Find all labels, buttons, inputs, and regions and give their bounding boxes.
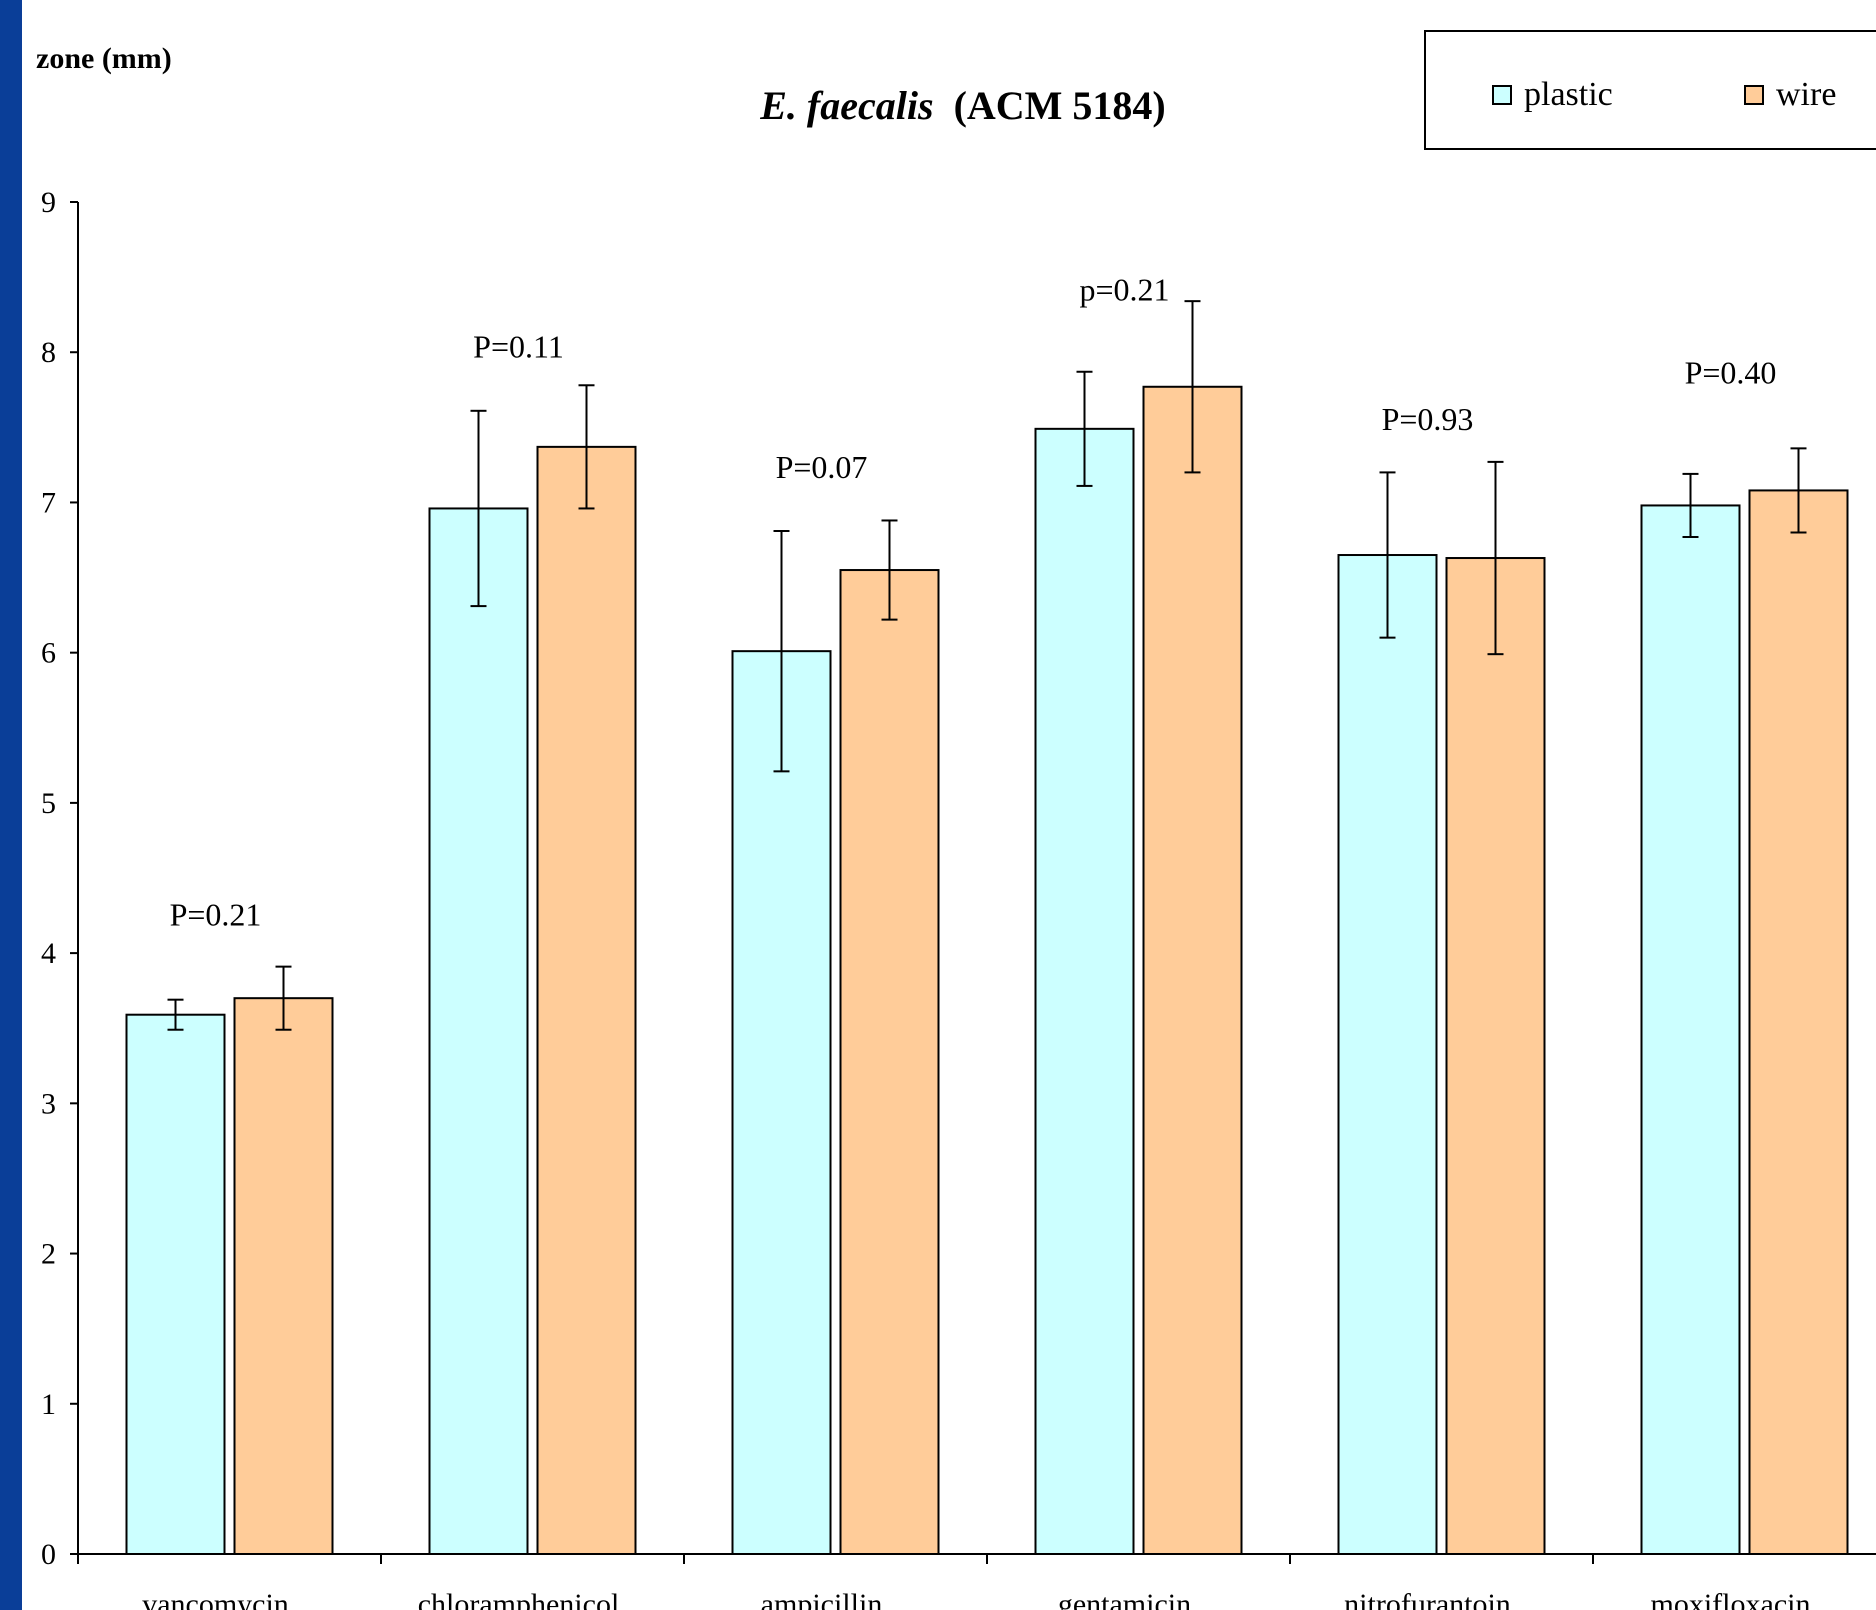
bar-wire-gentamicin (1142, 385, 1243, 1556)
bar-wire-chloramphenicol (536, 445, 637, 1556)
y-tick-label-0: 0 (41, 1538, 56, 1571)
p-value-label-nitrofurantoin: P=0.93 (1382, 401, 1474, 437)
legend-label-wire: wire (1776, 76, 1837, 113)
y-tick-label-6: 6 (41, 637, 56, 670)
bar-plastic-vancomycin (125, 1013, 226, 1555)
p-value-label-ampicillin: P=0.07 (776, 449, 868, 485)
left-accent-stripe (0, 0, 22, 1610)
x-tick-label-ampicillin: ampicillin (761, 1588, 883, 1610)
y-tick-label-4: 4 (41, 937, 56, 970)
bar-plastic-ampicillin (731, 650, 832, 1555)
p-value-label-moxifloxacin: P=0.40 (1685, 354, 1777, 390)
p-value-label-chloramphenicol: P=0.11 (473, 329, 564, 365)
bar-plastic-chloramphenicol (428, 507, 529, 1555)
bar-wire-moxifloxacin (1748, 489, 1849, 1556)
legend-swatch-wire (1744, 85, 1764, 105)
x-tick-label-gentamicin: gentamicin (1058, 1588, 1191, 1610)
bar-wire-ampicillin (839, 569, 940, 1555)
legend-item-wire: wire (1744, 76, 1836, 114)
bar-wire-nitrofurantoin (1445, 557, 1546, 1555)
y-tick-label-8: 8 (41, 336, 56, 369)
bar-plastic-gentamicin (1034, 427, 1135, 1555)
chart-title-strain: (ACM 5184) (953, 83, 1166, 128)
legend-item-plastic: plastic (1492, 76, 1613, 114)
p-value-label-gentamicin: p=0.21 (1079, 272, 1169, 308)
y-tick-label-9: 9 (41, 186, 56, 219)
y-tick-label-5: 5 (41, 787, 56, 820)
legend: plastic wire (1424, 30, 1876, 150)
y-tick-label-2: 2 (41, 1238, 56, 1271)
y-tick-label-3: 3 (41, 1087, 56, 1120)
x-tick-label-vancomycin: vancomycin (142, 1588, 289, 1610)
y-axis-label: zone (mm) (36, 42, 172, 75)
legend-swatch-plastic (1492, 85, 1512, 105)
x-tick-label-nitrofurantoin: nitrofurantoin (1344, 1588, 1511, 1610)
bar-wire-vancomycin (233, 997, 334, 1555)
bar-plastic-moxifloxacin (1640, 504, 1741, 1556)
y-tick-label-1: 1 (41, 1388, 56, 1421)
x-tick-label-moxifloxacin: moxifloxacin (1651, 1588, 1811, 1610)
x-tick-label-chloramphenicol: chloramphenicol (418, 1588, 620, 1610)
bar-plastic-nitrofurantoin (1337, 554, 1438, 1555)
chart-title-species: E. faecalis (760, 83, 934, 128)
p-value-label-vancomycin: P=0.21 (170, 897, 262, 933)
chart-title: E. faecalis (ACM 5184) (0, 82, 1876, 129)
legend-label-plastic: plastic (1524, 76, 1613, 113)
y-tick-label-7: 7 (41, 486, 56, 519)
